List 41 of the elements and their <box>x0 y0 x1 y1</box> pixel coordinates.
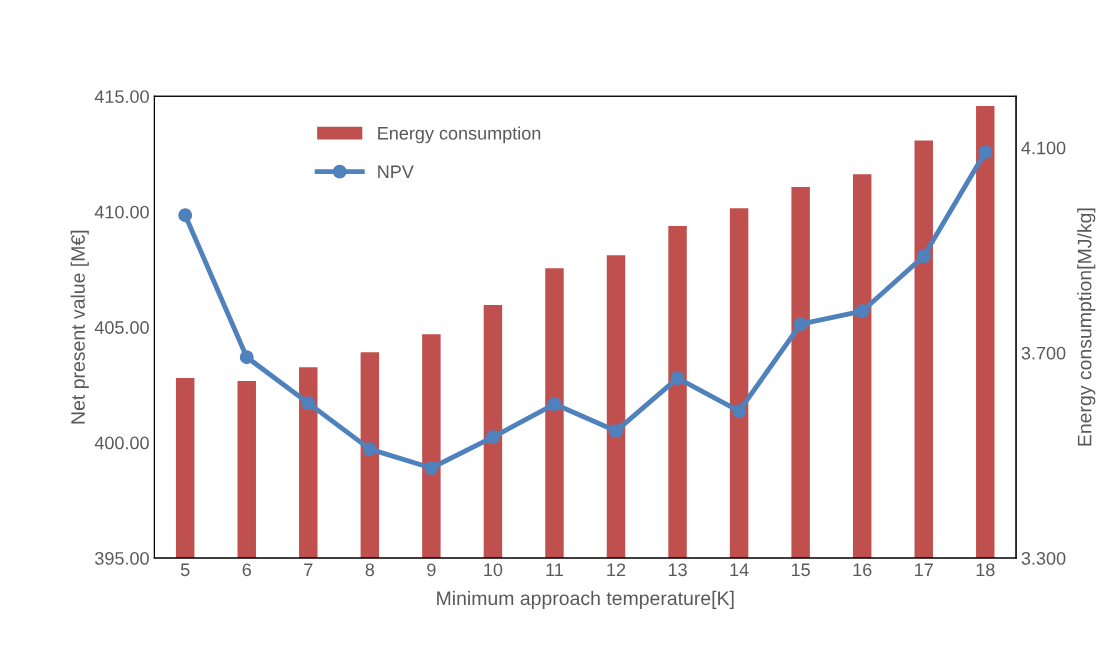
x-tick-label: 10 <box>484 563 503 577</box>
x-tick-label: 6 <box>242 563 251 577</box>
point <box>732 404 747 419</box>
point <box>609 424 623 439</box>
y-tick-label: 395.00 <box>95 551 149 565</box>
point <box>301 396 316 411</box>
y2-tick-label: 4.100 <box>1021 141 1066 155</box>
y-tick-label: 405.00 <box>94 321 149 334</box>
x-tick-label: 18 <box>976 563 995 577</box>
x-tick-label: 14 <box>730 563 749 577</box>
legend-label: NPV <box>378 165 414 178</box>
point <box>485 430 500 445</box>
point <box>362 442 377 457</box>
y-axis-title: Net present value [M€] <box>70 230 89 424</box>
point <box>670 371 685 386</box>
point <box>178 208 193 223</box>
x-tick-label: 17 <box>915 563 933 577</box>
x-tick-label: 11 <box>546 563 563 577</box>
point <box>239 350 254 365</box>
point <box>793 317 808 332</box>
x-tick-label: 8 <box>365 563 375 577</box>
x-tick-label: 9 <box>427 563 436 577</box>
x-tick-label: 12 <box>607 563 626 577</box>
point <box>916 249 931 264</box>
x-tick-label: 13 <box>668 563 687 577</box>
y-tick-label: 410.00 <box>94 205 149 219</box>
x-tick-label: 5 <box>180 563 190 577</box>
point <box>978 145 993 160</box>
y-tick-label: 400.00 <box>94 436 149 450</box>
point <box>424 461 439 475</box>
y-tick-label: 415.00 <box>94 90 149 104</box>
x-tick-label: 15 <box>791 563 810 577</box>
y2-tick-label: 3.700 <box>1021 346 1066 360</box>
x-tick-label: 16 <box>853 563 872 577</box>
y2-tick-label: 3.300 <box>1021 551 1066 565</box>
point <box>547 397 562 412</box>
point <box>855 304 870 319</box>
x-axis-title: Minimum approach temperature[K] <box>437 590 734 609</box>
y2-axis-title: Energy consumption[MJ/kg] <box>1077 208 1096 446</box>
x-tick-label: 7 <box>304 563 313 577</box>
legend-label: Energy consumption <box>378 126 541 144</box>
